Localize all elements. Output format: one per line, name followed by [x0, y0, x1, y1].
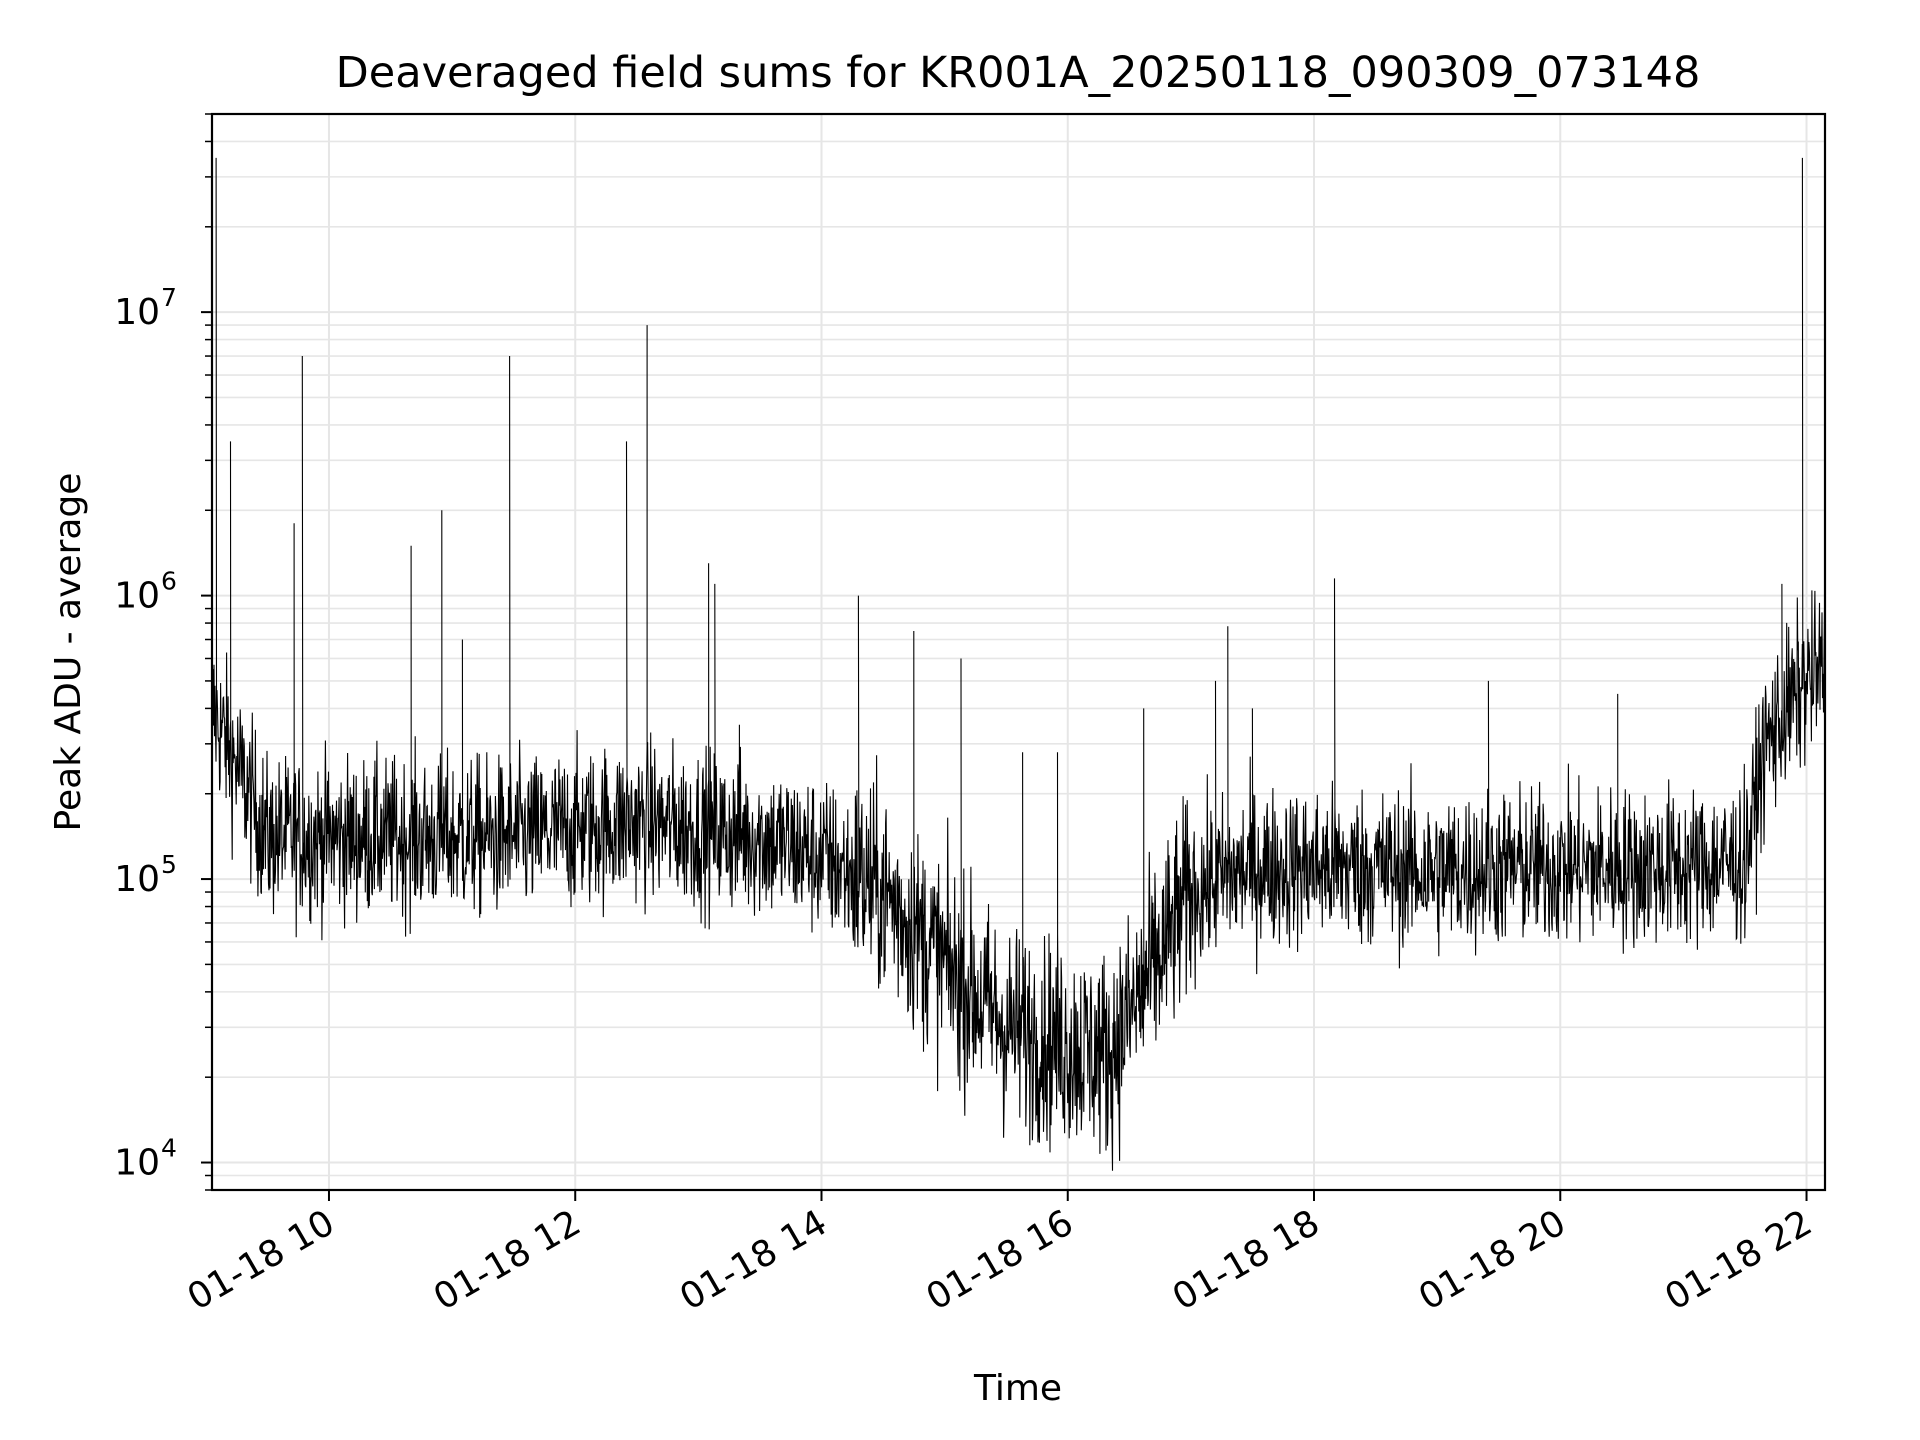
chart-title: Deaveraged field sums for KR001A_2025011…: [336, 48, 1701, 98]
y-tick-exponent: 4: [161, 1134, 177, 1163]
y-tick-exponent: 6: [161, 567, 177, 596]
x-axis-label: Time: [973, 1368, 1062, 1409]
y-axis-label: Peak ADU - average: [48, 473, 89, 832]
series-line: [211, 157, 1826, 1171]
y-tick-exponent: 7: [161, 283, 177, 312]
data-series: [211, 157, 1826, 1171]
y-tick-label: 10: [114, 576, 160, 617]
y-tick-exponent: 5: [161, 850, 177, 879]
plot-frame: [210, 112, 1827, 1192]
y-tick-label: 10: [114, 1143, 160, 1184]
y-tick-label: 10: [114, 859, 160, 900]
y-tick-label: 10: [114, 292, 160, 333]
